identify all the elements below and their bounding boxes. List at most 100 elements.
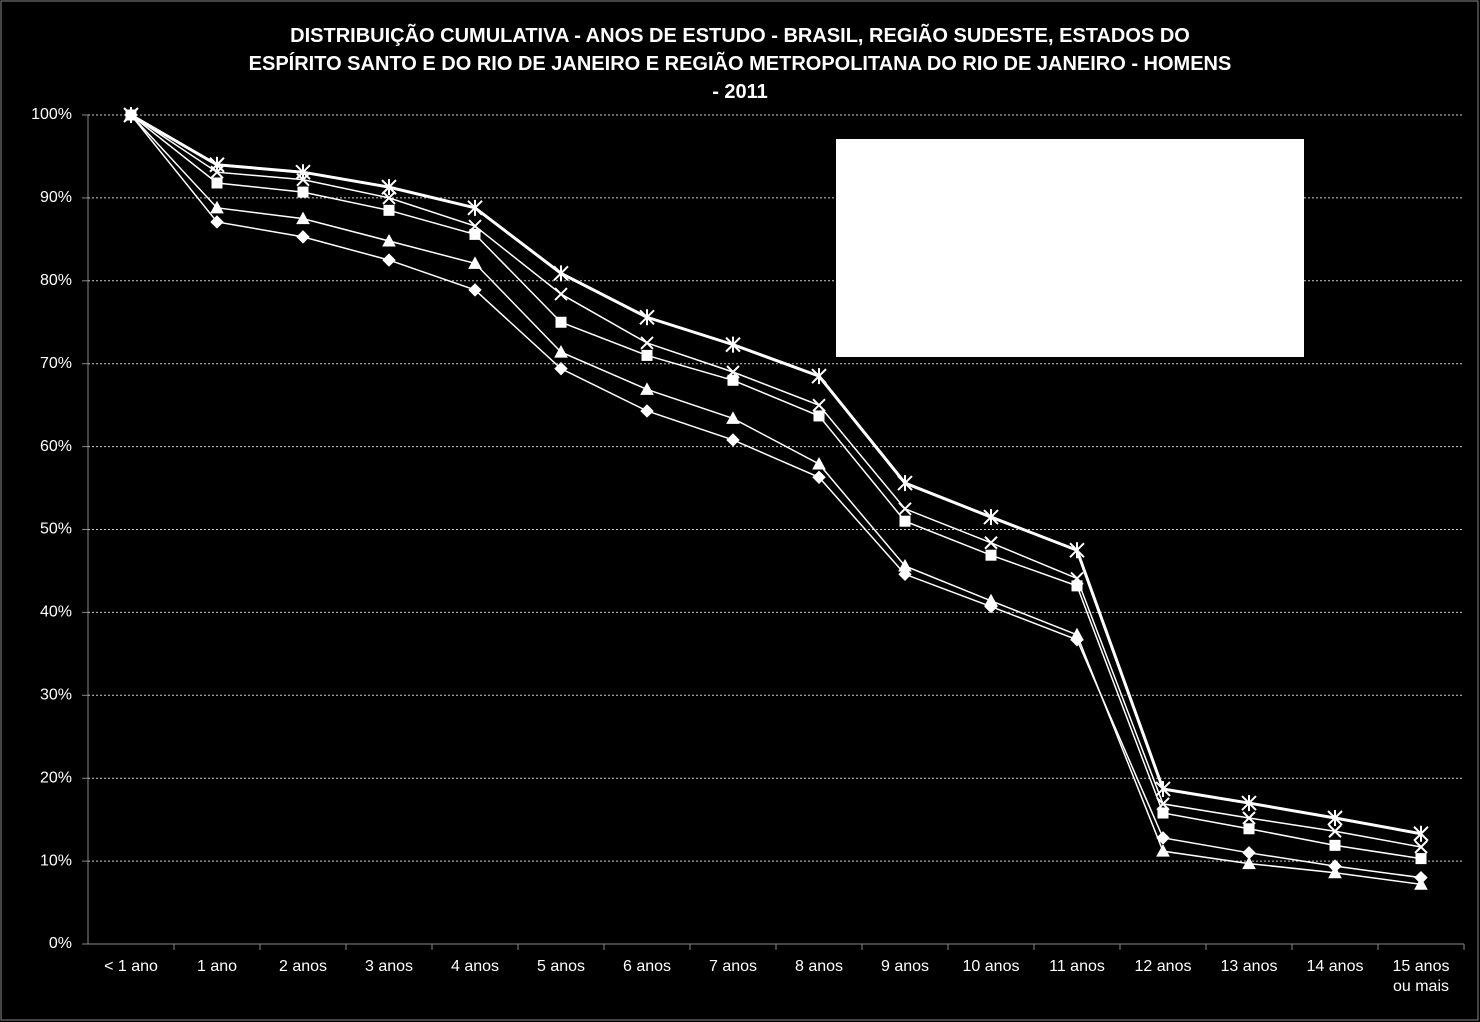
x-tick-label: 1 ano [196,958,238,975]
marker [1414,877,1428,890]
x-tick-label: 5 anos [536,958,586,975]
marker [382,191,396,205]
marker [382,253,396,267]
x-tick-label: 9 anos [880,958,930,975]
y-tick-label: 30% [40,687,72,704]
y-tick-label: 80% [40,272,72,289]
marker [641,349,653,361]
marker [381,179,397,196]
x-tick-label: 11 anos [1049,958,1105,975]
marker [1414,840,1428,854]
y-tick-label: 40% [40,604,72,621]
marker [898,502,912,516]
marker [1329,839,1341,851]
marker [1157,807,1169,819]
marker [295,164,311,181]
marker [209,156,225,173]
marker [382,233,396,247]
marker [554,345,568,358]
marker [1242,811,1256,825]
x-tick-label: 6 anos [622,958,672,975]
y-tick-label: 90% [40,189,72,206]
x-tick-label: 13 anos [1220,958,1278,975]
marker [983,509,999,526]
marker [383,204,395,216]
marker [554,287,568,301]
marker [727,374,739,386]
marker [468,219,482,233]
series-line [130,114,1422,886]
x-tick-label: 15 anos ou mais [1392,958,1450,995]
y-tick-label: 100% [31,106,72,123]
marker [210,200,224,214]
marker [726,365,740,379]
marker [1070,571,1084,586]
marker [1155,780,1171,797]
x-tick-label: < 1 ano [104,958,158,975]
x-tick-label: 7 anos [708,958,758,975]
marker [640,404,654,418]
marker [640,336,654,350]
series-line [130,114,1422,879]
marker [1243,823,1255,835]
y-tick-label: 70% [40,355,72,372]
marker [554,361,568,376]
marker [813,410,825,422]
marker [211,177,223,189]
marker [897,475,913,492]
marker [210,215,224,229]
marker [984,536,998,550]
marker [812,398,826,412]
x-tick-label: 2 anos [278,958,328,975]
marker [1413,825,1429,842]
marker [1071,580,1083,592]
x-tick-label: 8 anos [794,958,844,975]
marker [1328,824,1342,838]
marker [123,107,139,123]
x-tick-label: 10 anos [962,958,1020,975]
marker [469,228,481,240]
x-tick-label: 4 anos [450,958,500,975]
marker [1156,831,1170,845]
x-tick-label: 12 anos [1134,958,1192,975]
marker [985,549,997,561]
marker [555,316,567,328]
marker [812,456,826,470]
marker [468,283,482,297]
marker [984,593,998,607]
marker [297,186,309,198]
y-tick-label: 50% [40,521,72,538]
marker [811,368,827,385]
series-line [130,114,1422,848]
marker [296,211,310,225]
marker [725,336,741,353]
marker [1156,844,1170,857]
marker [899,515,911,527]
marker [1070,627,1084,641]
marker [467,199,483,216]
marker [639,309,655,326]
marker [640,382,654,395]
series-line [130,114,1422,860]
series-line [130,113,1422,836]
marker [898,558,912,572]
y-tick-label: 60% [40,438,72,455]
marker [726,411,740,424]
marker [812,470,826,484]
marker [1242,856,1256,870]
y-tick-label: 10% [40,852,72,869]
y-tick-label: 20% [40,769,72,786]
marker [1241,795,1257,812]
legend-box [836,139,1304,357]
y-tick-label: 0% [49,935,72,952]
chart-title: DISTRIBUIÇÃO CUMULATIVA - ANOS DE ESTUDO… [248,25,1232,103]
marker [553,265,569,282]
marker [468,256,482,269]
marker [726,433,740,447]
marker [1327,809,1343,826]
marker [1328,865,1342,879]
marker [1156,797,1170,811]
x-tick-label: 3 anos [364,958,414,975]
